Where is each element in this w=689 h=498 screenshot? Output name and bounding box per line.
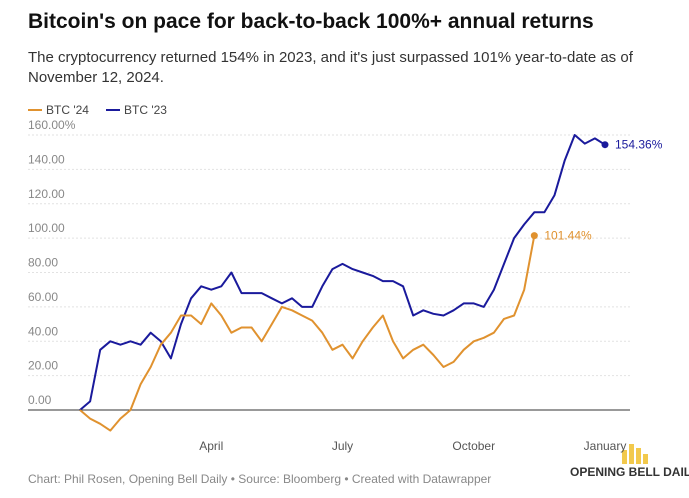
y-tick-label: 100.00	[28, 221, 65, 235]
x-tick-label: January	[584, 439, 627, 453]
y-tick-label: 0.00	[28, 393, 52, 407]
y-tick-label: 60.00	[28, 290, 58, 304]
y-tick-label: 160.00%	[28, 118, 76, 132]
legend-label: BTC '24	[46, 103, 89, 117]
y-tick-label: 140.00	[28, 152, 65, 166]
y-tick-label: 20.00	[28, 359, 58, 373]
chart-source: Chart: Phil Rosen, Opening Bell Daily • …	[28, 472, 492, 486]
y-tick-label: 120.00	[28, 187, 65, 201]
y-tick-label: 80.00	[28, 256, 58, 270]
series-line	[79, 134, 606, 411]
legend-label: BTC '23	[124, 103, 167, 117]
x-tick-label: October	[452, 439, 495, 453]
chart-title: Bitcoin's on pace for back-to-back 100%+…	[28, 10, 594, 33]
logo-text: OPENING BELL DAILY	[570, 465, 689, 479]
logo-bar	[629, 444, 634, 464]
data-label: 101.44%	[544, 229, 592, 243]
end-point	[530, 232, 538, 240]
logo-bar	[643, 454, 648, 464]
logo-bar	[622, 450, 627, 464]
x-tick-label: July	[332, 439, 353, 453]
y-tick-label: 40.00	[28, 324, 58, 338]
data-label: 154.36%	[615, 138, 663, 152]
logo-bar	[636, 448, 641, 464]
end-point	[601, 141, 609, 149]
x-tick-label: April	[199, 439, 223, 453]
chart-subtitle: The cryptocurrency returned 154% in 2023…	[28, 49, 633, 86]
series-line	[79, 235, 536, 432]
